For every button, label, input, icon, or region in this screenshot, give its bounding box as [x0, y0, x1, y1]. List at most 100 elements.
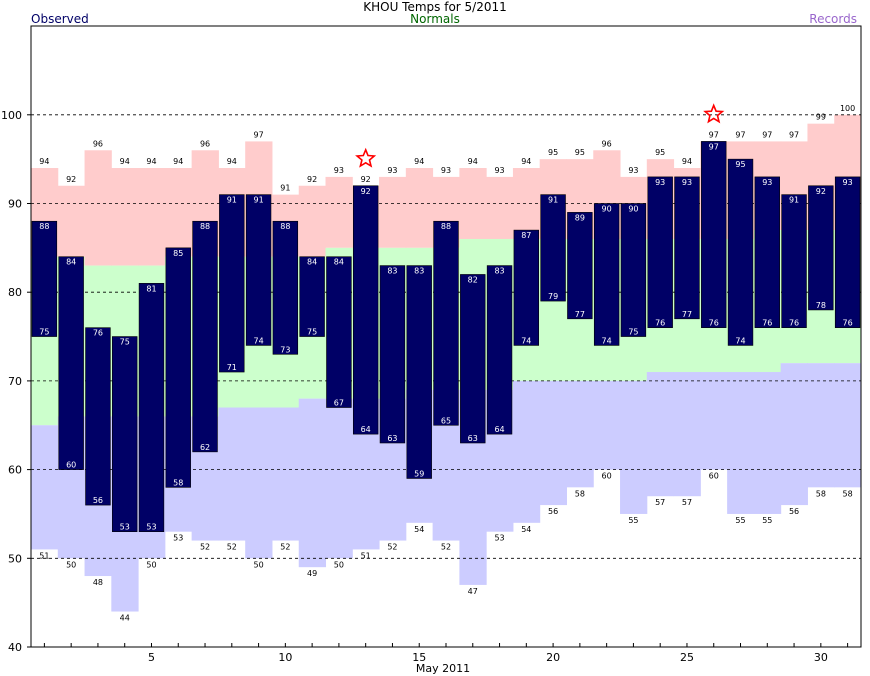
observed-low-label: 77 [575, 310, 585, 319]
legend-normals: Normals [410, 12, 460, 26]
observed-low-label: 62 [200, 443, 210, 452]
record-low-label: 53 [494, 534, 504, 543]
observed-bar [754, 176, 780, 328]
x-tick-label: 10 [278, 651, 292, 664]
record-low-label: 52 [441, 543, 451, 552]
record-high-label: 94 [173, 157, 183, 166]
x-tick-label: 30 [814, 651, 828, 664]
record-high-label: 97 [709, 130, 719, 139]
observed-high-label: 91 [253, 196, 263, 205]
record-high-label: 93 [334, 166, 344, 175]
record-low-band [566, 380, 594, 488]
record-star-icon [355, 147, 377, 168]
record-high-label: 92 [307, 175, 317, 184]
observed-low-label: 74 [521, 336, 531, 345]
observed-low-label: 67 [334, 399, 344, 408]
record-low-label: 52 [200, 543, 210, 552]
record-low-band [31, 425, 59, 550]
observed-bar [379, 265, 406, 444]
record-low-label: 60 [602, 472, 612, 481]
observed-high-label: 97 [709, 142, 719, 151]
observed-high-label: 88 [39, 222, 49, 231]
observed-low-label: 76 [843, 319, 853, 328]
observed-high-label: 76 [93, 329, 103, 338]
record-high-label: 94 [468, 157, 478, 166]
observed-bar [834, 176, 861, 328]
observed-low-label: 75 [628, 328, 638, 337]
record-low-label: 56 [548, 507, 558, 516]
record-low-band [727, 372, 755, 514]
chart-title: KHOU Temps for 5/2011 [363, 0, 507, 14]
y-tick-label: 40 [8, 641, 22, 654]
observed-low-label: 53 [146, 523, 156, 532]
record-low-label: 54 [521, 525, 531, 534]
observed-bar [165, 247, 191, 488]
observed-high-label: 90 [628, 205, 638, 214]
observed-bar [513, 229, 540, 346]
record-low-label: 52 [387, 543, 397, 552]
x-tick-label: 25 [680, 651, 694, 664]
observed-high-label: 87 [521, 231, 531, 240]
record-high-band [111, 168, 139, 266]
record-low-label: 58 [843, 489, 853, 498]
observed-bar [58, 256, 84, 470]
record-low-label: 51 [361, 551, 371, 560]
record-high-label: 100 [840, 104, 855, 113]
record-star-icon [703, 103, 725, 124]
observed-low-label: 64 [494, 425, 504, 434]
record-low-band [325, 398, 353, 559]
observed-bar [352, 185, 379, 435]
record-high-label: 93 [628, 166, 638, 175]
observed-low-label: 76 [762, 319, 772, 328]
record-high-label: 97 [735, 130, 745, 139]
record-low-label: 44 [120, 614, 130, 623]
record-high-band [405, 168, 434, 248]
record-high-label: 94 [120, 157, 130, 166]
record-low-band [700, 372, 728, 470]
record-low-band [512, 380, 541, 523]
y-tick-label: 80 [8, 286, 22, 299]
observed-bar [85, 327, 111, 506]
record-low-band [780, 363, 808, 506]
observed-bar [326, 256, 352, 408]
observed-bar [540, 194, 566, 302]
record-high-label: 94 [414, 157, 424, 166]
record-high-label: 94 [227, 157, 237, 166]
observed-high-label: 93 [762, 178, 772, 187]
record-high-band [486, 176, 514, 239]
record-high-label: 96 [602, 139, 612, 148]
record-low-label: 48 [93, 578, 103, 587]
observed-high-label: 93 [655, 178, 665, 187]
record-high-band [57, 185, 86, 257]
y-tick-label: 50 [8, 552, 22, 565]
observed-low-label: 53 [120, 523, 130, 532]
observed-low-label: 73 [280, 345, 290, 354]
record-low-label: 57 [682, 498, 692, 507]
record-low-band [646, 372, 675, 497]
record-low-label: 54 [414, 525, 424, 534]
observed-bar [486, 265, 513, 435]
observed-high-label: 84 [66, 258, 76, 267]
x-tick-label: 20 [546, 651, 560, 664]
record-high-band [298, 185, 327, 257]
record-high-label: 97 [762, 130, 772, 139]
record-low-label: 52 [280, 543, 290, 552]
record-high-band [138, 168, 166, 266]
observed-bar [138, 283, 165, 532]
x-tick-label: 15 [412, 651, 426, 664]
observed-high-label: 91 [227, 196, 237, 205]
observed-bar [192, 220, 218, 453]
observed-low-label: 78 [816, 301, 826, 310]
observed-low-label: 74 [735, 336, 745, 345]
record-low-label: 58 [816, 489, 826, 498]
record-high-label: 94 [521, 157, 531, 166]
observed-high-label: 88 [441, 222, 451, 231]
record-low-label: 49 [307, 569, 317, 578]
record-stars [355, 103, 725, 168]
record-high-label: 93 [441, 166, 451, 175]
observed-high-label: 81 [146, 284, 156, 293]
observed-bar [460, 274, 486, 444]
observed-bar [674, 176, 700, 320]
record-low-band [245, 407, 273, 559]
record-low-label: 58 [575, 489, 585, 498]
